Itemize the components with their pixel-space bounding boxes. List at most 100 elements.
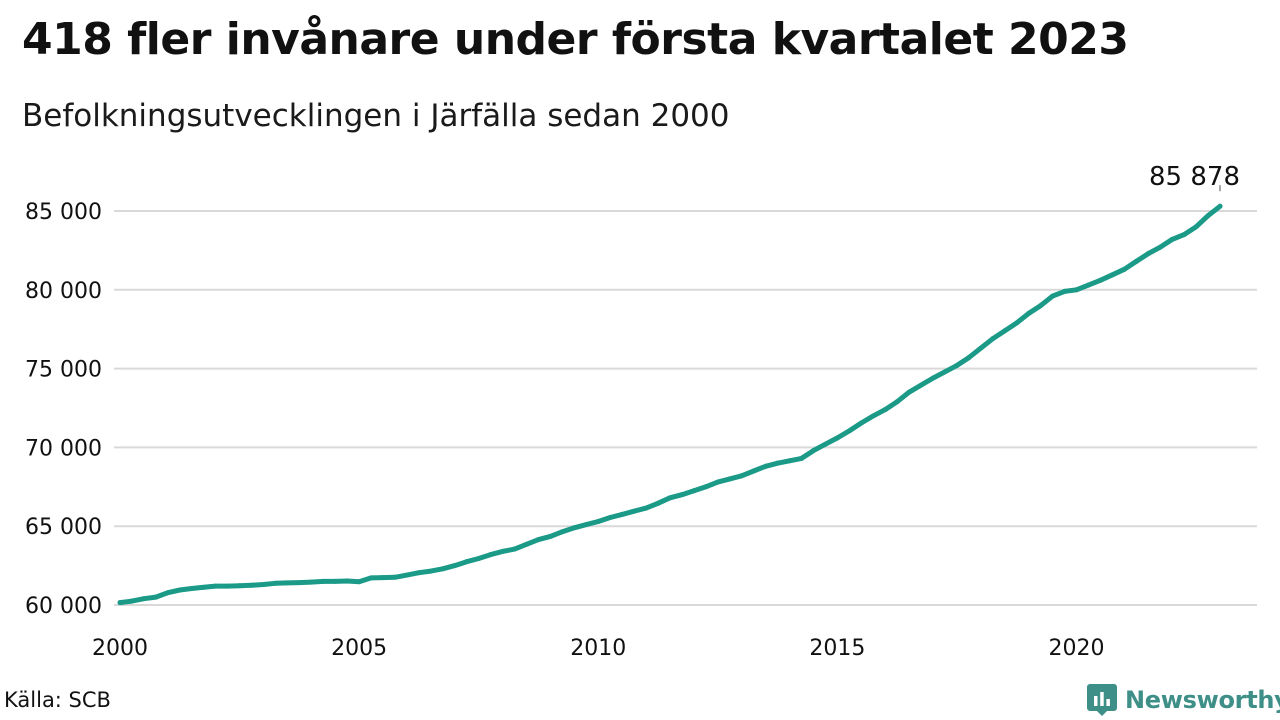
- series-layer: [117, 203, 1223, 606]
- y-tick-label: 85 000: [25, 200, 102, 225]
- data-point: [153, 594, 159, 600]
- data-point: [834, 435, 840, 441]
- data-point: [703, 484, 709, 490]
- data-point: [1074, 287, 1080, 293]
- data-point: [500, 548, 506, 554]
- data-point: [416, 570, 422, 576]
- data-point: [715, 479, 721, 485]
- data-point: [296, 580, 302, 586]
- x-tick-label: 2015: [809, 636, 865, 661]
- data-point: [320, 578, 326, 584]
- data-point: [272, 580, 278, 586]
- source-label: Källa: SCB: [4, 688, 111, 712]
- data-point: [547, 533, 553, 539]
- data-point: [225, 583, 231, 589]
- x-tick-label: 2010: [570, 636, 626, 661]
- chart-title: 418 fler invånare under första kvartalet…: [22, 14, 1129, 65]
- gridlines: [114, 210, 1257, 606]
- data-point: [727, 476, 733, 482]
- data-point: [775, 460, 781, 466]
- data-point: [583, 522, 589, 528]
- x-tick-label: 2005: [331, 636, 387, 661]
- data-point: [751, 468, 757, 474]
- bar-chart-icon: [1087, 684, 1117, 716]
- data-point: [763, 463, 769, 469]
- data-point: [428, 568, 434, 574]
- data-point: [882, 407, 888, 413]
- data-point: [739, 473, 745, 479]
- data-point: [392, 574, 398, 580]
- brand-name: Newsworthy: [1125, 686, 1280, 714]
- data-point: [452, 563, 458, 569]
- data-point: [344, 578, 350, 584]
- data-point: [942, 369, 948, 375]
- data-point: [846, 428, 852, 434]
- y-tick-label: 60 000: [25, 594, 102, 619]
- y-tick-label: 80 000: [25, 279, 102, 304]
- data-point: [1169, 236, 1175, 242]
- y-tick-label: 70 000: [25, 436, 102, 461]
- data-point: [189, 585, 195, 591]
- x-axis-tick-labels: 2000 2005 2010 2015 2020: [92, 636, 1105, 661]
- data-point: [799, 455, 805, 461]
- data-point: [1085, 282, 1091, 288]
- data-point: [524, 541, 530, 547]
- data-point: [1026, 310, 1032, 316]
- data-point: [631, 508, 637, 514]
- data-point: [260, 582, 266, 588]
- data-point: [1109, 272, 1115, 278]
- data-point: [308, 579, 314, 585]
- data-point: [129, 598, 135, 604]
- newsworthy-logo[interactable]: Newsworthy: [1087, 684, 1280, 716]
- data-point: [655, 500, 661, 506]
- data-point: [787, 458, 793, 464]
- data-point: [990, 336, 996, 342]
- data-point: [691, 488, 697, 494]
- data-point: [1205, 213, 1211, 219]
- data-point: [404, 572, 410, 578]
- data-point: [476, 556, 482, 562]
- data-point: [559, 529, 565, 535]
- data-point: [810, 448, 816, 454]
- data-point: [1014, 320, 1020, 326]
- data-point: [440, 566, 446, 572]
- data-point: [966, 355, 972, 361]
- data-point: [906, 389, 912, 395]
- data-point: [894, 399, 900, 405]
- data-point: [822, 441, 828, 447]
- data-point: [571, 525, 577, 531]
- chart-subtitle: Befolkningsutvecklingen i Järfälla sedan…: [22, 98, 730, 134]
- data-point: [165, 590, 171, 596]
- data-point: [679, 492, 685, 498]
- data-point: [667, 495, 673, 501]
- last-value-label: 85 878: [1149, 162, 1240, 192]
- data-point: [356, 579, 362, 585]
- data-point: [1145, 251, 1151, 257]
- y-tick-label: 65 000: [25, 515, 102, 540]
- data-point: [1002, 328, 1008, 334]
- data-point: [930, 375, 936, 381]
- data-point: [1181, 232, 1187, 238]
- data-point: [954, 362, 960, 368]
- series-line-befolkning: [117, 203, 1223, 606]
- data-point: [858, 420, 864, 426]
- data-point: [1217, 203, 1223, 209]
- data-point: [1097, 277, 1103, 283]
- data-point: [117, 600, 123, 606]
- data-point: [201, 584, 207, 590]
- data-point: [607, 515, 613, 521]
- data-point: [177, 587, 183, 593]
- data-point: [1062, 288, 1068, 294]
- data-point: [1121, 266, 1127, 272]
- x-tick-label: 2000: [92, 636, 148, 661]
- data-point: [918, 382, 924, 388]
- data-point: [1050, 293, 1056, 299]
- data-point: [1157, 244, 1163, 250]
- data-point: [141, 596, 147, 602]
- x-tick-label: 2020: [1049, 636, 1105, 661]
- data-point: [284, 580, 290, 586]
- data-point: [595, 518, 601, 524]
- data-point: [1133, 258, 1139, 264]
- data-point: [380, 575, 386, 581]
